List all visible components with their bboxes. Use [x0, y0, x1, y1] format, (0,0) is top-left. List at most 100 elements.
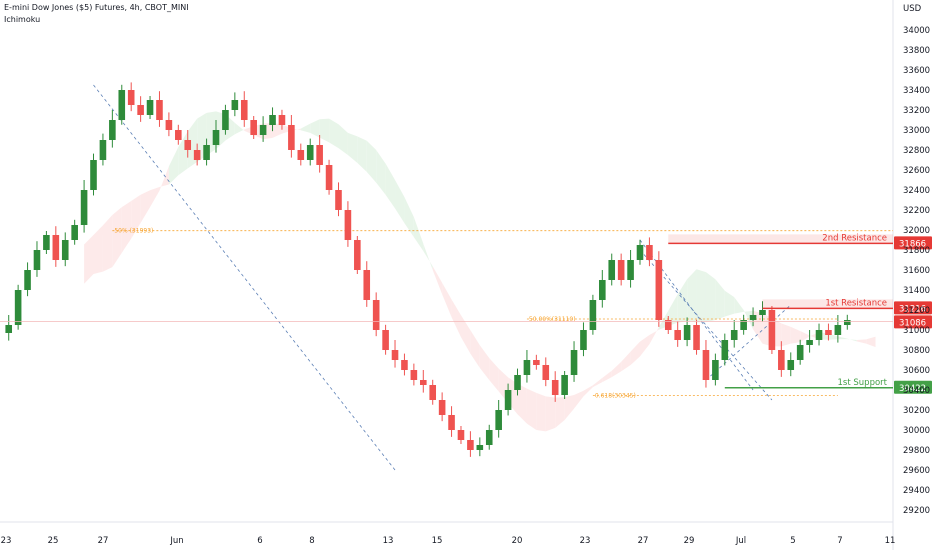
y-tick-label: 29400 [903, 486, 930, 496]
candle-body [5, 325, 13, 333]
candle-body [655, 260, 663, 320]
x-tick-label: 15 [432, 536, 443, 546]
cloud-segment [329, 118, 339, 149]
candle-body [354, 240, 361, 270]
cloud-segment [649, 327, 659, 345]
candle-body [429, 385, 437, 400]
y-tick-label: 33800 [903, 46, 930, 56]
x-tick-label: 27 [98, 536, 109, 546]
candle-body [778, 350, 785, 370]
candle-body [401, 360, 408, 370]
x-tick-label: Jul [735, 536, 746, 546]
y-tick-label: 32600 [903, 166, 930, 176]
cloud-segment [696, 269, 706, 323]
cloud-segment [159, 166, 169, 191]
candle-body [61, 240, 69, 260]
cloud-segment [300, 123, 311, 133]
fib-level-label: 50.00%(31110) [529, 316, 576, 323]
candle-body [165, 120, 173, 130]
candle-body [438, 400, 446, 415]
candle-body [259, 125, 267, 135]
candle-body [702, 350, 710, 380]
cloud-segment [385, 163, 396, 209]
candle-body [137, 105, 144, 115]
candle-body [476, 445, 484, 450]
cloud-segment [131, 194, 141, 239]
candle-body [146, 100, 154, 115]
candle-body [627, 260, 634, 280]
cloud-segment [611, 361, 622, 378]
y-tick-label: 30000 [903, 426, 930, 436]
x-tick-label: Jun [169, 536, 183, 546]
x-tick-label: 11 [885, 536, 896, 546]
cloud-segment [84, 235, 94, 284]
cloud-segment [837, 336, 848, 340]
candle-body [457, 430, 465, 440]
cloud-segment [234, 122, 245, 135]
y-tick-label: 33600 [903, 66, 930, 76]
fib-level-label: 0.618(30345) [595, 393, 636, 400]
candle-body [759, 310, 766, 315]
level-label: 2nd Resistance [822, 233, 887, 243]
cloud-segment [338, 124, 348, 155]
candle-body [14, 290, 22, 325]
cloud-segment [602, 370, 612, 383]
cloud-segment [376, 150, 386, 195]
candle-body [344, 210, 352, 240]
trend-line-up [705, 304, 792, 381]
cloud-segment [357, 136, 367, 172]
x-tick-label: 6 [257, 536, 262, 546]
cloud-segment [583, 385, 593, 397]
level-zone [762, 299, 893, 309]
cloud-segment [790, 326, 801, 344]
candle-body [419, 380, 427, 385]
cloud-segment [828, 333, 838, 340]
cloud-segment [743, 310, 754, 330]
candle-body [43, 235, 50, 250]
candle-body [570, 350, 578, 375]
candle-body [99, 140, 107, 160]
cloud-segment [715, 279, 725, 320]
candle-body [504, 390, 512, 410]
candle-body [787, 360, 795, 370]
cloud-segment [413, 217, 424, 252]
symbol-title: E-mini Dow Jones ($5) Futures, 4h, CBOT_… [4, 3, 189, 12]
cloud-segment [404, 197, 414, 238]
cloud-segment [564, 395, 575, 420]
cloud-segment [621, 351, 631, 372]
y-tick-label: 31000 [903, 326, 930, 336]
candle-body [231, 100, 239, 110]
cloud-segment [451, 299, 461, 338]
x-tick-label: 7 [837, 536, 842, 546]
candle-body [467, 440, 474, 450]
level-badge-value: 31216 [899, 304, 926, 314]
candle-body [533, 360, 540, 365]
candle-body [156, 100, 163, 120]
candle-body [561, 375, 568, 395]
candle-body [448, 415, 455, 430]
y-tick-label: 31800 [903, 246, 930, 256]
cloud-segment [140, 190, 151, 223]
cloud-segment [347, 132, 358, 163]
candle-body [24, 270, 31, 290]
candle-body [382, 330, 389, 350]
x-tick-label: 23 [580, 536, 591, 546]
cloud-segment [866, 336, 876, 348]
indicator-label: Ichimoku [4, 15, 41, 24]
candle-body [664, 320, 672, 330]
level-badge [894, 301, 932, 315]
cloud-segment [847, 338, 857, 342]
candle-body [297, 150, 305, 160]
ichimoku-cloud [84, 111, 876, 432]
y-tick-label: 31600 [903, 266, 930, 276]
level-zone [668, 234, 893, 244]
y-tick-label: 30200 [903, 406, 930, 416]
x-tick-label: 8 [309, 536, 314, 546]
cloud-segment [724, 290, 735, 317]
cloud-segment [150, 186, 160, 208]
cloud-segment [366, 140, 377, 183]
level-badge-value: 30422 [899, 384, 926, 394]
y-tick-label: 29200 [903, 506, 930, 516]
candle-body [589, 300, 597, 330]
